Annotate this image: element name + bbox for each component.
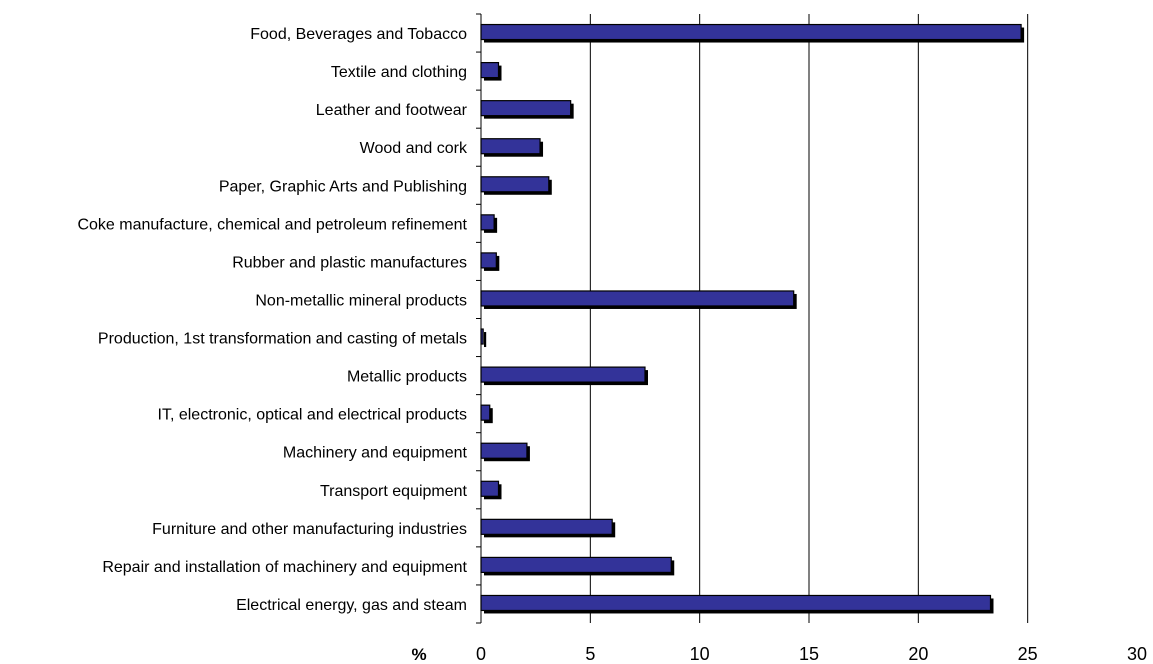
category-label: Repair and installation of machinery and… <box>102 559 467 576</box>
category-label: Non-metallic mineral products <box>255 292 467 309</box>
bar <box>480 214 495 231</box>
x-tick-label: 10 <box>690 644 710 664</box>
gridlines <box>589 14 1029 623</box>
category-label: Food, Beverages and Tobacco <box>250 26 467 43</box>
tick-labels: 0 5 10 15 20 25 30 <box>476 644 1147 664</box>
bar <box>480 366 646 383</box>
x-tick-label: 5 <box>585 644 595 664</box>
category-label: Textile and clothing <box>331 64 467 81</box>
bar-shadow <box>484 332 487 348</box>
category-label: Electrical energy, gas and steam <box>236 597 467 614</box>
category-label: Leather and footwear <box>316 102 468 119</box>
bar <box>480 442 528 459</box>
x-tick-label: 15 <box>799 644 819 664</box>
bar <box>480 61 500 79</box>
category-label: IT, electronic, optical and electrical p… <box>158 407 467 424</box>
category-label: Wood and cork <box>360 140 468 157</box>
category-label: Coke manufacture, chemical and petroleum… <box>77 216 467 233</box>
x-tick-label: 30 <box>1127 644 1147 664</box>
category-label: Machinery and equipment <box>283 445 468 462</box>
bar <box>480 176 550 193</box>
category-label: Transport equipment <box>320 483 468 500</box>
axes <box>476 13 482 624</box>
x-tick-label: 20 <box>908 644 928 664</box>
bars <box>480 23 1025 614</box>
bar <box>480 23 1022 41</box>
bar <box>480 100 572 117</box>
bar <box>480 138 541 155</box>
category-labels: Food, Beverages and Tobacco Textile and c… <box>77 26 468 614</box>
category-label: Production, 1st transformation and casti… <box>98 331 467 348</box>
x-tick-label: 25 <box>1018 644 1038 664</box>
bar <box>480 594 992 612</box>
bar <box>480 518 613 535</box>
bar <box>480 556 672 574</box>
x-axis-label: % <box>411 645 426 664</box>
category-label: Metallic products <box>347 369 467 386</box>
x-tick-label: 0 <box>476 644 486 664</box>
bar <box>480 290 795 307</box>
category-label: Furniture and other manufacturing indust… <box>152 521 467 538</box>
category-label: Paper, Graphic Arts and Publishing <box>219 178 467 195</box>
bar <box>480 252 497 269</box>
bar <box>480 404 491 421</box>
bar <box>480 480 500 497</box>
category-label: Rubber and plastic manufactures <box>232 254 467 271</box>
